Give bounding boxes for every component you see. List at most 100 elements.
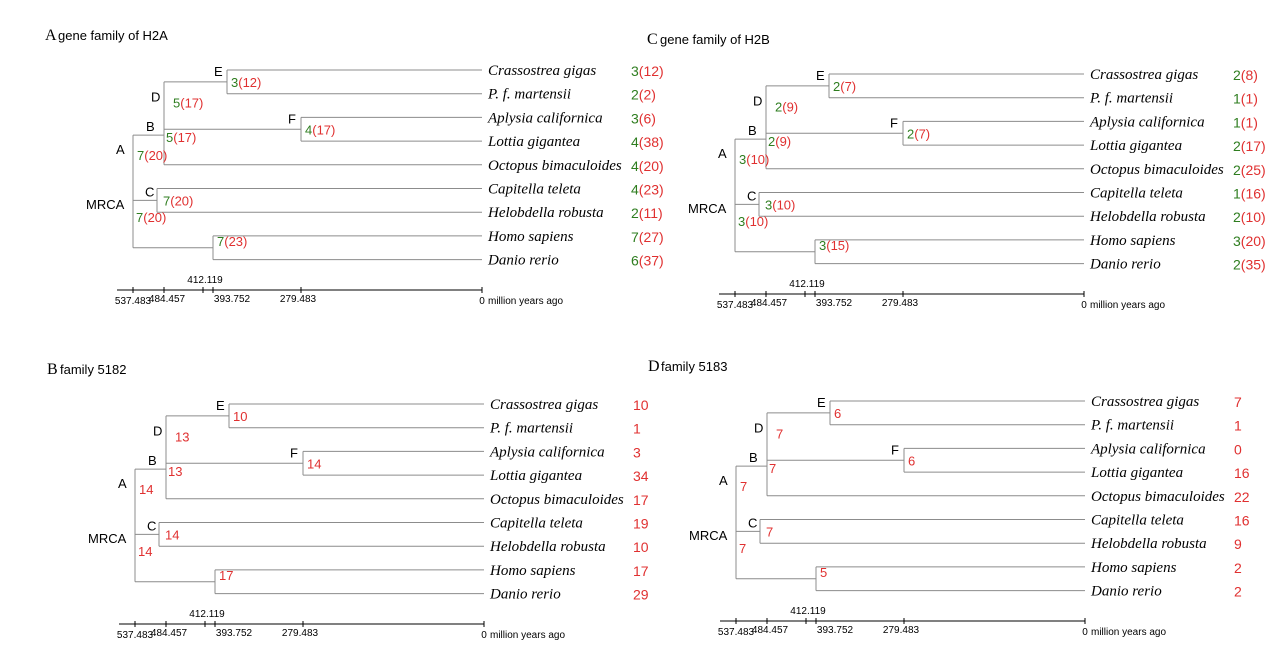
- count-value: 3: [631, 110, 639, 126]
- tip-count: 16: [1234, 513, 1250, 529]
- node-count-b: 7: [769, 461, 776, 476]
- node-label-f: F: [890, 115, 898, 130]
- species-label: Octopus bimaculoides: [490, 492, 624, 508]
- count-value: 7: [769, 461, 776, 476]
- count-value: 6: [834, 406, 841, 421]
- count-value: 5: [173, 96, 180, 111]
- node-count-e: 3(12): [231, 75, 261, 90]
- count-value: 3: [231, 75, 238, 90]
- species-label: Capitella teleta: [1090, 186, 1183, 202]
- tip-count: 3(12): [631, 63, 664, 79]
- tick-label: 0: [1082, 627, 1088, 638]
- tick-label: 484.457: [149, 294, 186, 305]
- count-value: 3: [765, 197, 772, 212]
- count-value: 7: [766, 524, 773, 539]
- count-value: 4: [631, 158, 639, 174]
- count-value: (6): [639, 110, 656, 126]
- count-value: 19: [633, 516, 649, 532]
- count-value: 5: [166, 130, 173, 145]
- panel-title: family 5182: [60, 362, 126, 377]
- node-count-f: 6: [908, 453, 915, 468]
- node-count-mrca: 7(20): [136, 210, 166, 225]
- count-value: 7: [631, 229, 639, 245]
- count-value: 0: [1234, 441, 1242, 457]
- tip-count: 22: [1234, 489, 1250, 505]
- species-label: Danio rerio: [1089, 257, 1161, 273]
- tick-label: 279.483: [280, 294, 317, 305]
- count-value: 14: [138, 544, 152, 559]
- species-label: Octopus bimaculoides: [488, 158, 622, 174]
- count-value: 3: [819, 238, 826, 253]
- panel-letter: C: [647, 31, 658, 48]
- count-value: 16: [1234, 465, 1250, 481]
- species-label: Lottia gigantea: [487, 134, 580, 150]
- count-value: (20): [143, 210, 166, 225]
- species-label: Lottia gigantea: [1090, 465, 1183, 481]
- axis-unit-label: million years ago: [1090, 300, 1165, 311]
- node-label-c: C: [145, 184, 154, 199]
- count-value: (17): [180, 96, 203, 111]
- species-label: Aplysia californica: [489, 444, 605, 460]
- node-label-c: C: [748, 515, 757, 530]
- node-count-mrca: 14: [138, 544, 152, 559]
- tick-label: 0: [1081, 300, 1087, 311]
- count-value: 1: [1233, 186, 1241, 202]
- tip-count: 6(37): [631, 253, 664, 269]
- node-count-a: 7: [740, 479, 747, 494]
- count-value: (20): [170, 193, 193, 208]
- node-count-a: 3(10): [739, 152, 769, 167]
- species-label: Helobdella robusta: [1089, 209, 1206, 225]
- species-label: Crassostrea gigas: [1090, 67, 1198, 83]
- panel-letter: B: [47, 361, 58, 378]
- species-label: Helobdella robusta: [1090, 536, 1207, 552]
- count-value: 2: [1234, 584, 1242, 600]
- tick-label: 412.119: [189, 609, 225, 620]
- count-value: 14: [165, 527, 179, 542]
- tip-count: 3: [633, 444, 641, 460]
- node-count-e: 6: [834, 406, 841, 421]
- tip-count: 1(1): [1233, 114, 1258, 130]
- tip-count: 10: [633, 539, 649, 555]
- count-value: 2: [775, 100, 782, 115]
- species-label: Aplysia californica: [1089, 114, 1205, 130]
- tip-count: 16: [1234, 465, 1250, 481]
- count-value: (27): [639, 229, 664, 245]
- count-value: 2: [1233, 67, 1241, 83]
- tip-count: 2: [1234, 560, 1242, 576]
- count-value: 7: [739, 541, 746, 556]
- count-value: 2: [907, 126, 914, 141]
- species-label: P. f. martensii: [489, 421, 573, 437]
- node-count-b: 13: [168, 464, 182, 479]
- species-label: Octopus bimaculoides: [1090, 162, 1224, 178]
- tip-count: 3(20): [1233, 233, 1265, 249]
- count-value: (2): [639, 87, 656, 103]
- count-value: (15): [826, 238, 849, 253]
- tick-label: 484.457: [752, 625, 789, 636]
- node-label-e: E: [216, 398, 225, 413]
- count-value: (8): [1241, 67, 1258, 83]
- count-value: (17): [312, 122, 335, 137]
- tick-label: 537.483: [115, 296, 152, 307]
- count-value: (23): [224, 234, 247, 249]
- node-count-mrca: 7: [739, 541, 746, 556]
- count-value: 2: [833, 79, 840, 94]
- tip-count: 2(11): [631, 205, 663, 221]
- count-value: 13: [168, 464, 182, 479]
- count-value: 3: [631, 63, 639, 79]
- node-label-e: E: [817, 395, 826, 410]
- node-label-f: F: [290, 445, 298, 460]
- tick-label: 537.483: [717, 300, 754, 311]
- count-value: 4: [305, 122, 312, 137]
- tip-count: 0: [1234, 441, 1242, 457]
- species-label: Danio rerio: [487, 253, 559, 269]
- count-value: 1: [633, 421, 641, 437]
- species-label: P. f. martensii: [1089, 91, 1173, 107]
- node-label-a: A: [718, 146, 727, 161]
